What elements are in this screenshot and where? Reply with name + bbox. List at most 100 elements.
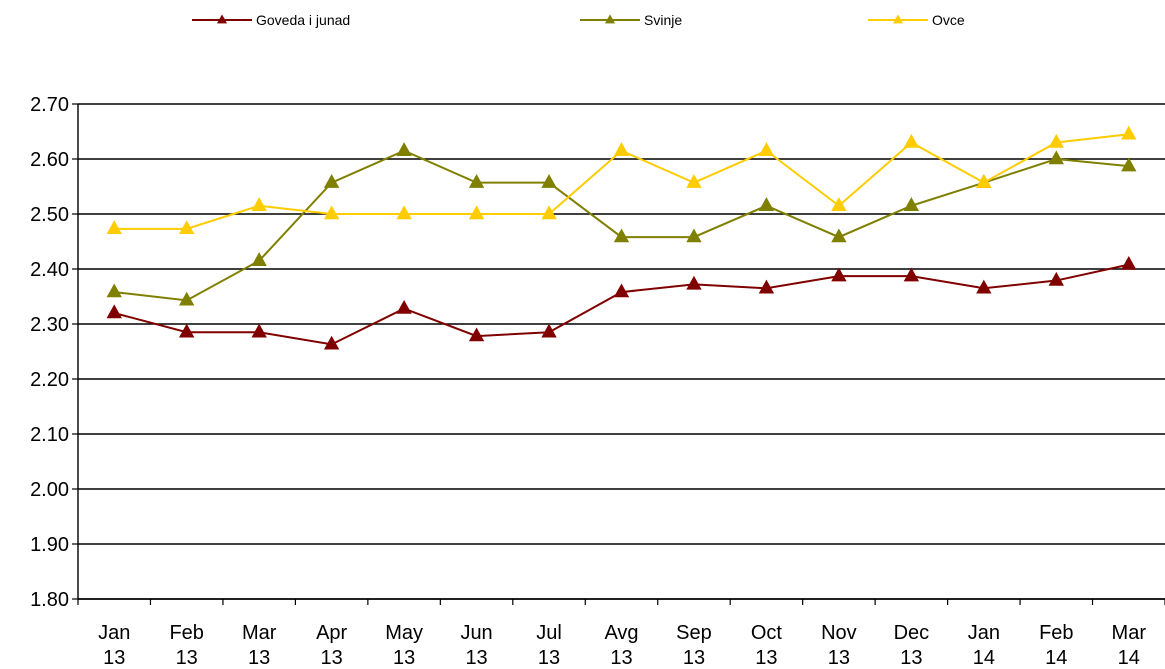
tick-labels: 1.80 1.90 2.00 2.10 2.20 2.30 2.40 2.50 2.60 2.70…: [30, 94, 1146, 669]
data-point: [1121, 255, 1137, 270]
y-tick-label: 2.70: [30, 94, 69, 116]
x-tick-label-year: 13: [683, 647, 705, 669]
x-tick-label-year: 14: [973, 647, 995, 669]
data-point: [251, 252, 267, 266]
x-tick-label-month: Oct: [751, 622, 783, 644]
legend-item: Goveda i junad: [192, 12, 350, 28]
x-tick-label-month: Jan: [968, 622, 1000, 644]
data-point: [396, 299, 412, 314]
data-point: [179, 220, 195, 235]
data-point: [468, 205, 485, 220]
data-point: [1048, 271, 1064, 286]
data-point: [541, 323, 557, 338]
legend: Goveda i junad Svinje Ovce: [192, 12, 965, 28]
data-point: [106, 283, 122, 298]
x-tick-label-year: 13: [610, 647, 632, 669]
x-tick-label-month: Feb: [169, 622, 203, 644]
legend-triangle-icon: [604, 14, 616, 24]
x-tick-label-month: Nov: [821, 622, 857, 644]
data-point: [758, 279, 775, 294]
data-point: [613, 142, 630, 156]
x-tick-label-month: Feb: [1039, 622, 1073, 644]
y-tick-label: 1.80: [30, 589, 69, 611]
data-point: [686, 275, 702, 290]
data-point: [903, 267, 920, 282]
data-point: [1121, 157, 1137, 172]
data-point: [976, 279, 992, 294]
x-tick-label-year: 14: [1118, 647, 1140, 669]
y-tick-label: 2.60: [30, 149, 69, 171]
legend-item: Svinje: [580, 12, 682, 28]
x-tick-label-year: 14: [1045, 647, 1067, 669]
x-tick-label-month: May: [385, 622, 423, 644]
data-point: [831, 228, 847, 243]
legend-triangle-icon: [216, 14, 228, 24]
x-tick-label-month: Apr: [316, 622, 347, 644]
x-tick-label-year: 13: [103, 647, 125, 669]
data-point: [1048, 150, 1064, 165]
x-tick-label-year: 13: [176, 647, 198, 669]
x-tick-label-year: 13: [828, 647, 850, 669]
x-tick-label-month: Avg: [604, 622, 638, 644]
data-point: [468, 327, 485, 342]
legend-item: Ovce: [868, 12, 965, 28]
data-point: [468, 174, 485, 188]
series-line: [113, 263, 1129, 346]
data-point: [323, 174, 340, 188]
data-point: [541, 174, 557, 188]
data-point: [758, 197, 775, 211]
data-point: [903, 197, 920, 211]
data-point: [976, 174, 992, 188]
x-tick-label-month: Jan: [98, 622, 130, 644]
data-point: [396, 142, 412, 156]
x-tick-label-year: 13: [900, 647, 922, 669]
data-point: [323, 205, 340, 220]
x-tick-label-month: Jun: [460, 622, 492, 644]
x-tick-label-year: 13: [393, 647, 415, 669]
data-point: [251, 323, 267, 338]
legend-label: Svinje: [644, 12, 682, 28]
series-2: [106, 125, 1137, 235]
x-tick-label-month: Jul: [536, 622, 562, 644]
data-point: [686, 174, 702, 188]
series-1: [106, 142, 1137, 306]
series-0: [106, 255, 1137, 350]
data-point: [106, 304, 122, 319]
y-tick-label: 2.00: [30, 479, 69, 501]
data-point: [179, 323, 195, 338]
gridlines: [78, 103, 1165, 600]
data-point: [541, 205, 557, 220]
y-tick-label: 2.50: [30, 204, 69, 226]
data-point: [323, 335, 340, 350]
data-point: [758, 142, 775, 156]
x-tick-label-year: 13: [321, 647, 343, 669]
data-point: [1048, 133, 1064, 148]
legend-label: Goveda i junad: [256, 12, 350, 28]
legend-triangle-icon: [892, 14, 904, 24]
y-tick-label: 2.20: [30, 369, 69, 391]
data-point: [613, 283, 630, 298]
x-tick-label-year: 13: [538, 647, 560, 669]
data-point: [831, 267, 847, 282]
data-point: [903, 133, 920, 148]
y-tick-label: 2.40: [30, 259, 69, 281]
x-tick-label-month: Mar: [1112, 622, 1147, 644]
data-point: [106, 220, 122, 235]
legend-label: Ovce: [932, 12, 965, 28]
x-tick-label-year: 13: [755, 647, 777, 669]
data-point: [686, 228, 702, 243]
x-tick-label-month: Mar: [242, 622, 277, 644]
series-line: [114, 149, 1129, 302]
x-tick-label-year: 13: [248, 647, 270, 669]
data-point: [831, 197, 847, 211]
y-tick-label: 2.10: [30, 424, 69, 446]
y-tick-label: 2.30: [30, 314, 69, 336]
data-point: [396, 205, 412, 220]
data-point: [1121, 125, 1137, 140]
series-layer: [106, 125, 1137, 350]
data-point: [179, 291, 195, 306]
x-tick-label-year: 13: [465, 647, 487, 669]
data-point: [613, 228, 630, 243]
